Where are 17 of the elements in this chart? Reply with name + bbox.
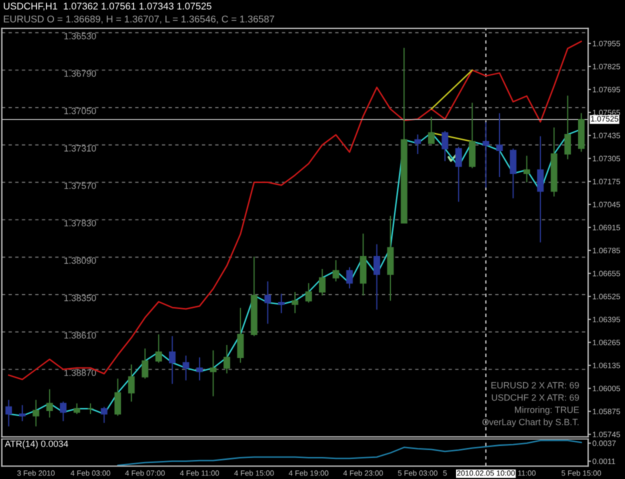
y-tick-label: 1.38610 bbox=[64, 332, 96, 339]
chart-subtitle: EURUSD O = 1.36689, H = 1.36707, L = 1.36546, C = 1.36587 bbox=[4, 16, 274, 24]
y-tick-label: 1.37830 bbox=[64, 220, 96, 226]
chart-title: USDCHF,H1 1.07362 1.07561 1.07343 1.07525 bbox=[4, 2, 212, 11]
y-tick-label: 1.38090 bbox=[64, 257, 96, 264]
annotation: OverLay Chart by S.B.T. bbox=[482, 418, 579, 428]
annotation: EURUSD 2 X ATR: 69 bbox=[491, 382, 579, 388]
y-tick-label: 1.37310 bbox=[64, 145, 96, 152]
y-tick-label: 1.36530 bbox=[64, 32, 96, 40]
y-tick-label: 1.38870 bbox=[64, 370, 96, 376]
annotation: Mirroring: TRUE bbox=[515, 406, 579, 415]
y-tick-label: 1.36790 bbox=[64, 70, 96, 77]
y-tick-label: 1.37570 bbox=[64, 182, 96, 189]
annotation: USDCHF 2 X ATR: 69 bbox=[492, 394, 579, 401]
y-tick-label: 1.38350 bbox=[64, 294, 96, 302]
y-tick-label: 1.37050 bbox=[64, 108, 96, 114]
chart-title: ATR(14) 0.0034 bbox=[4, 440, 68, 449]
